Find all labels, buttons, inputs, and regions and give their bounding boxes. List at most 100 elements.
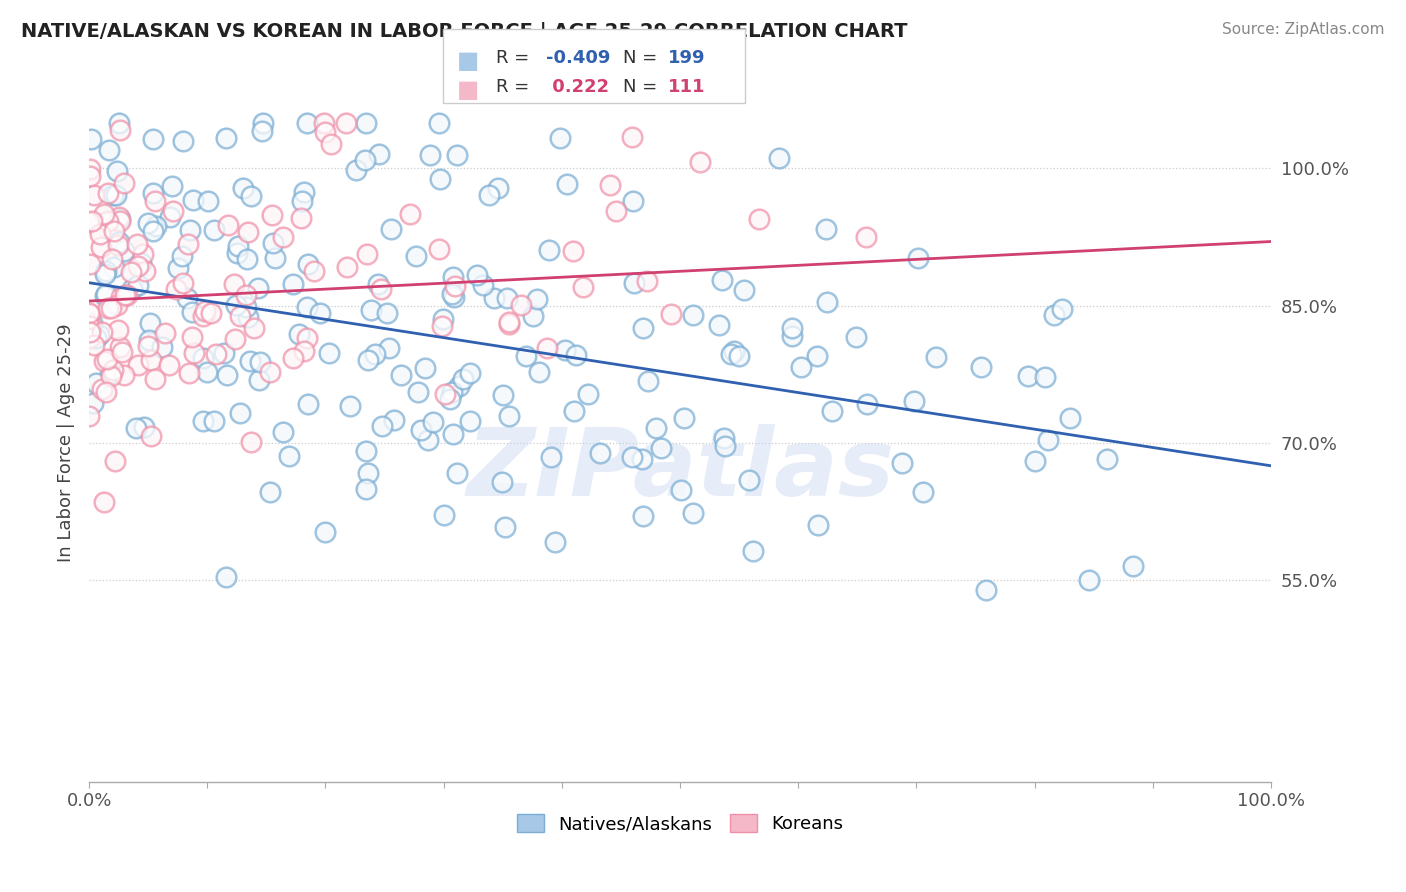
Point	[134, 264, 156, 278]
Point	[555, 177, 578, 191]
Point	[132, 247, 155, 261]
Point	[127, 277, 149, 292]
Point	[115, 288, 138, 302]
Point	[562, 403, 585, 417]
Point	[451, 371, 474, 385]
Point	[238, 354, 260, 368]
Point	[202, 223, 225, 237]
Point	[214, 130, 236, 145]
Point	[748, 212, 770, 227]
Point	[77, 318, 100, 333]
Point	[522, 309, 544, 323]
Point	[79, 256, 101, 270]
Point	[79, 162, 101, 177]
Point	[172, 134, 194, 148]
Point	[103, 260, 125, 274]
Point	[143, 372, 166, 386]
Point	[142, 186, 165, 200]
Point	[93, 494, 115, 508]
Point	[103, 260, 125, 274]
Legend: Natives/Alaskans, Koreans: Natives/Alaskans, Koreans	[509, 806, 851, 840]
Point	[354, 153, 377, 167]
Point	[367, 146, 389, 161]
Point	[297, 257, 319, 271]
Point	[748, 212, 770, 227]
Point	[562, 244, 585, 258]
Point	[215, 368, 238, 382]
Point	[815, 222, 838, 236]
Point	[1043, 308, 1066, 322]
Point	[768, 151, 790, 165]
Point	[214, 345, 236, 359]
Point	[344, 162, 367, 177]
Point	[80, 132, 103, 146]
Point	[444, 278, 467, 293]
Point	[191, 309, 214, 323]
Point	[162, 179, 184, 194]
Point	[100, 369, 122, 384]
Point	[723, 344, 745, 359]
Point	[339, 399, 361, 413]
Point	[195, 365, 218, 379]
Point	[621, 450, 644, 464]
Point	[741, 543, 763, 558]
Point	[143, 194, 166, 208]
Point	[845, 330, 868, 344]
Text: ZIPatlas: ZIPatlas	[465, 424, 894, 516]
Point	[714, 439, 737, 453]
Point	[728, 349, 751, 363]
Point	[150, 340, 173, 354]
Point	[378, 341, 401, 355]
Point	[782, 329, 804, 343]
Point	[536, 341, 558, 355]
Point	[807, 518, 830, 533]
Point	[821, 404, 844, 418]
Point	[228, 406, 250, 420]
Point	[682, 506, 704, 520]
Point	[439, 392, 461, 406]
Point	[238, 225, 260, 239]
Point	[214, 345, 236, 359]
Point	[974, 582, 997, 597]
Point	[430, 318, 453, 333]
Point	[125, 421, 148, 435]
Point	[1122, 559, 1144, 574]
Point	[540, 450, 562, 464]
Point	[1024, 454, 1046, 468]
Text: Source: ZipAtlas.com: Source: ZipAtlas.com	[1222, 22, 1385, 37]
Point	[689, 154, 711, 169]
Point	[247, 373, 270, 387]
Point	[138, 334, 160, 348]
Point	[105, 298, 128, 312]
Point	[215, 368, 238, 382]
Point	[339, 399, 361, 413]
Point	[429, 172, 451, 186]
Point	[172, 276, 194, 290]
Point	[97, 301, 120, 315]
Point	[93, 354, 115, 368]
Point	[138, 338, 160, 352]
Point	[111, 345, 134, 359]
Point	[138, 338, 160, 352]
Point	[460, 414, 482, 428]
Point	[90, 382, 112, 396]
Point	[94, 385, 117, 400]
Point	[142, 132, 165, 146]
Point	[406, 384, 429, 399]
Point	[225, 245, 247, 260]
Point	[498, 317, 520, 331]
Point	[232, 180, 254, 194]
Point	[94, 263, 117, 277]
Point	[564, 348, 586, 362]
Point	[419, 148, 441, 162]
Point	[458, 366, 481, 380]
Point	[139, 353, 162, 368]
Point	[398, 207, 420, 221]
Point	[510, 298, 533, 312]
Point	[235, 300, 257, 314]
Text: ■: ■	[457, 78, 479, 103]
Point	[107, 235, 129, 249]
Point	[413, 361, 436, 376]
Point	[433, 508, 456, 522]
Point	[465, 268, 488, 282]
